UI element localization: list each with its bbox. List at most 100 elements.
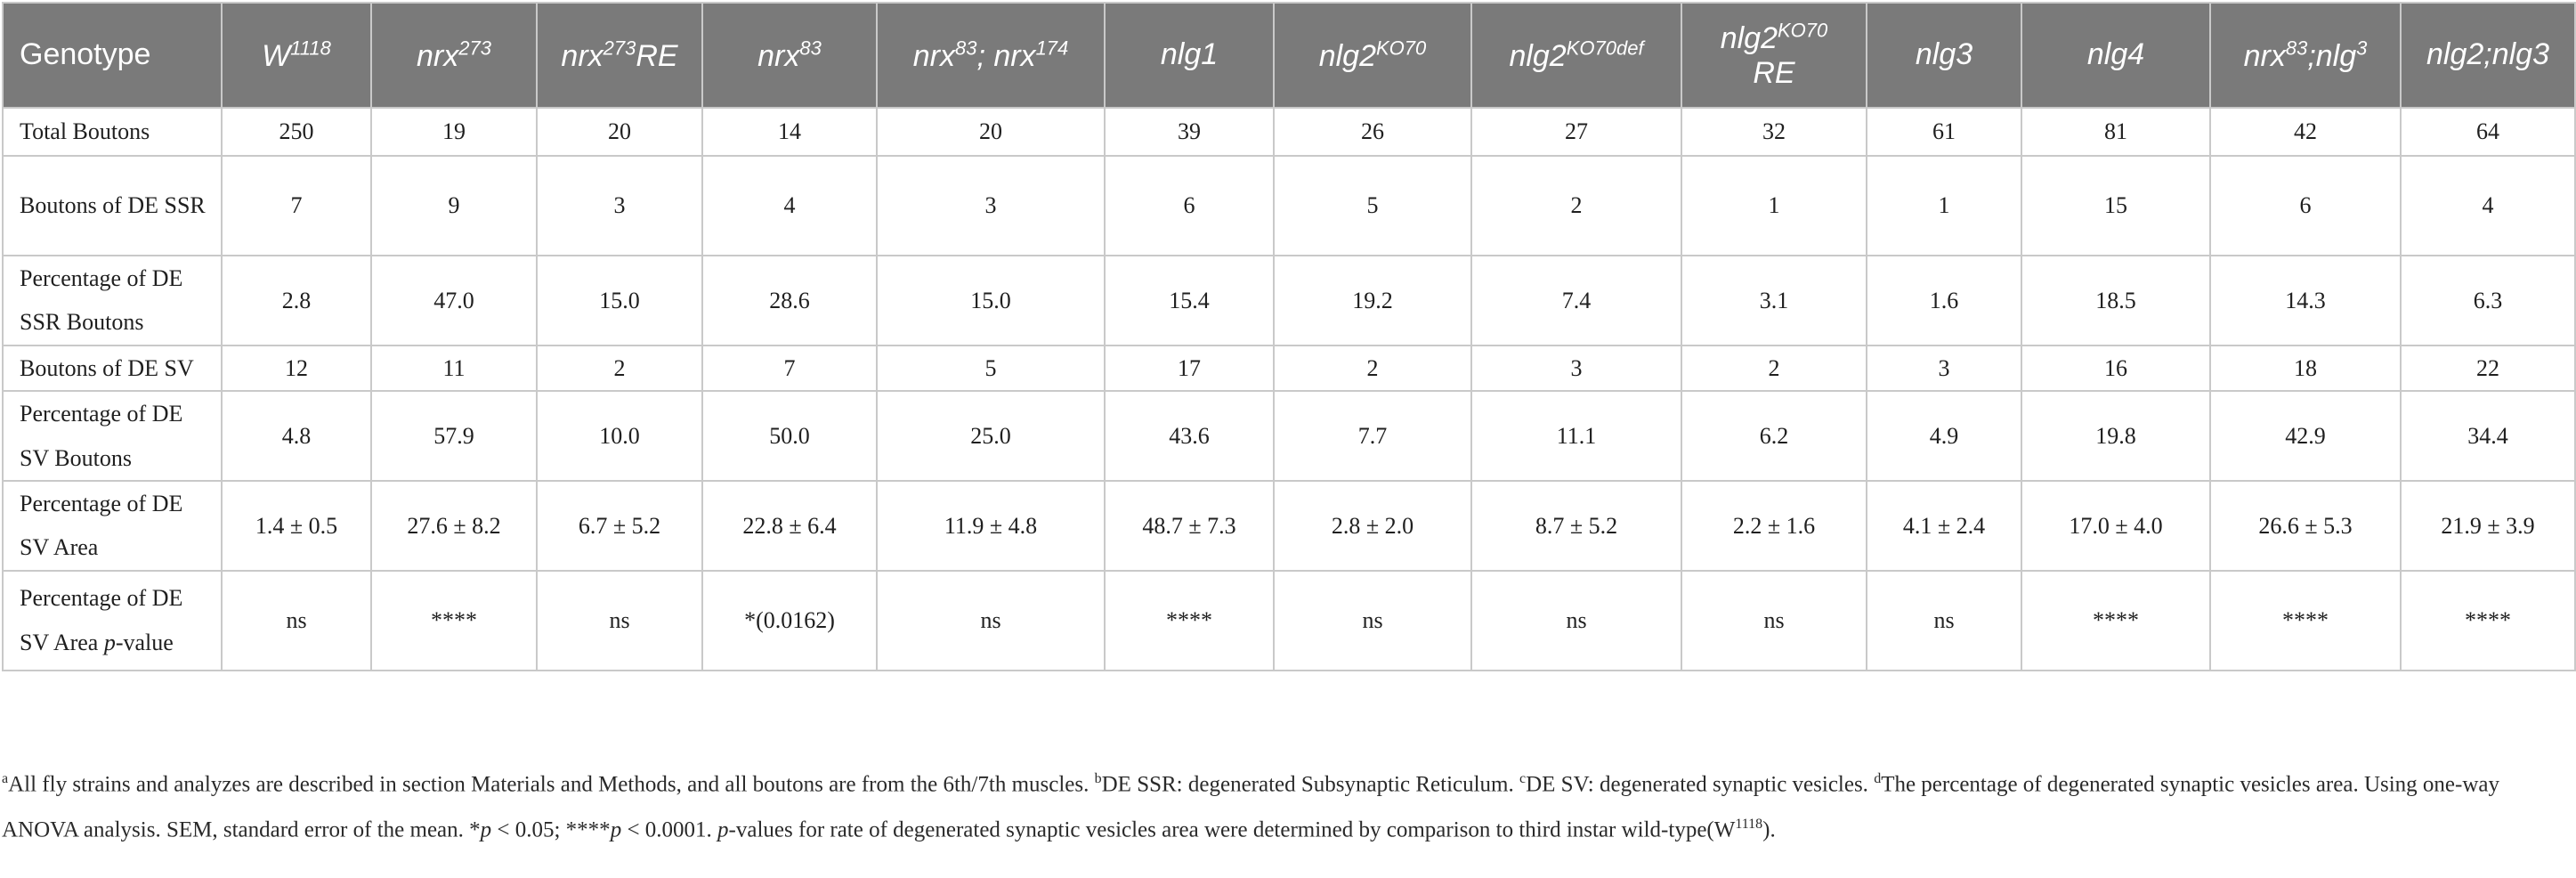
table-cell: ns [221, 569, 372, 671]
table-cell: 15.0 [536, 255, 703, 346]
table-cell: 2 [536, 344, 703, 393]
genotype-base: nrx [417, 38, 459, 73]
table-cell: 9 [370, 155, 538, 256]
header-genotype-column: nlg3 [1866, 2, 2022, 109]
table-cell: 6.3 [2400, 255, 2576, 346]
row-label: Percentage of DE SV Area p-value [2, 569, 223, 671]
genotype-base: nlg2;nlg3 [2426, 37, 2549, 72]
header-genotype-column: nlg1 [1104, 2, 1275, 109]
header-genotype-column: nrx83;nlg3 [2209, 2, 2402, 109]
table-row: Percentage of DE SSR Boutons 2.8 47.0 15.0 2… [2, 255, 2576, 346]
genotype-allele-superscript: 83 [954, 37, 977, 60]
genotype-allele-superscript: 1118 [290, 37, 331, 60]
genotype-name: nrx273RE [561, 37, 677, 72]
table-cell: ns [1681, 569, 1867, 671]
table-cell: 4.8 [221, 390, 372, 482]
genotype-name: nlg4 [2087, 37, 2144, 71]
table-cell: 8.7 ± 5.2 [1470, 479, 1682, 572]
table-cell: 2.8 ± 2.0 [1273, 479, 1472, 572]
genotype-name: nrx83;nlg3 [2243, 37, 2368, 73]
table-body: Total Boutons 250 19 20 14 20 39 26 27 32 61 81 42 64… [2, 107, 2576, 671]
table-cell: 6 [1104, 155, 1275, 256]
table-cell: 3.1 [1681, 255, 1867, 346]
footnote-mark-d: d [1874, 771, 1882, 786]
table-cell: 64 [2400, 107, 2576, 157]
header-genotype-column: nrx83 [701, 2, 878, 109]
table-row: Boutons of DE SSR 7 9 3 4 3 6 5 2 1 1 15 6 4 [2, 155, 2576, 256]
footnote-p-symbol: p [480, 817, 492, 842]
table-cell: 15.0 [876, 255, 1106, 346]
footnote-w-superscript: 1118 [1735, 817, 1763, 833]
genotype-allele-superscript: 273 [603, 37, 636, 60]
header-genotype-column: nlg2KO70 RE [1681, 2, 1867, 109]
table-cell: 81 [2021, 107, 2211, 157]
table-cell: 12 [221, 344, 372, 393]
table-cell: ns [1866, 569, 2022, 671]
genotype-name: nlg2KO70 RE [1721, 20, 1828, 91]
table-cell: 50.0 [701, 390, 878, 482]
table-cell: 17 [1104, 344, 1275, 393]
table-row: Total Boutons 250 19 20 14 20 39 26 27 32 61 81 42 64 [2, 107, 2576, 157]
table-cell: 5 [1273, 155, 1472, 256]
genotype-allele-superscript: 83 [2285, 37, 2308, 60]
table-cell: 1 [1681, 155, 1867, 256]
row-label-text: Percentage of DE SV Area [20, 490, 183, 561]
footnote-a-text: All fly strains and analyzes are describ… [8, 772, 1095, 797]
table-cell: 3 [876, 155, 1106, 256]
table-cell: 18.5 [2021, 255, 2211, 346]
genotype-allele-superscript: 174 [1035, 37, 1069, 60]
row-label-italic: p [103, 629, 116, 655]
table-cell: 7.4 [1470, 255, 1682, 346]
genotype-base: nlg3 [1915, 37, 1973, 72]
table-cell: 42.9 [2209, 390, 2402, 482]
table-cell: 4 [701, 155, 878, 256]
row-label-text: Percentage of DE SV Area [20, 585, 183, 655]
header-genotype-column: nrx83; nrx174 [876, 2, 1106, 109]
row-label-text: Percentage of DE SSR Boutons [20, 265, 183, 336]
row-label: Boutons of DE SV [2, 344, 223, 393]
table-cell: 10.0 [536, 390, 703, 482]
table-cell: 43.6 [1104, 390, 1275, 482]
footnote-d-text: The percentage of degenerated synaptic v… [2, 772, 2499, 842]
table-cell: 11 [370, 344, 538, 393]
footnote-mark-c: c [1519, 771, 1527, 786]
genotype-base: W [262, 38, 291, 73]
header-genotype: Genotype [2, 2, 223, 109]
footnote-mark-b: b [1094, 771, 1102, 786]
table-cell: 14.3 [2209, 255, 2402, 346]
row-label: Total Boutons [2, 107, 223, 157]
table-cell: 26 [1273, 107, 1472, 157]
header-genotype-column: nrx273 [370, 2, 538, 109]
footnote-text-3: -values for rate of degenerated synaptic… [728, 817, 1736, 842]
genotype-allele-superscript: 3 [2356, 37, 2368, 60]
table-cell: 61 [1866, 107, 2022, 157]
genotype-suffix: ;nlg [2307, 38, 2357, 73]
table-header-row: Genotype W1118 nrx273 nrx273RE nrx83 nrx83; … [2, 2, 2576, 109]
table-cell: 2 [1681, 344, 1867, 393]
genotype-allele-superscript: KO70 [1376, 37, 1427, 60]
table-cell: 19.8 [2021, 390, 2211, 482]
table-cell: *(0.0162) [701, 569, 878, 671]
genotype-base: nrx [2243, 38, 2286, 73]
header-genotype-column: nrx273RE [536, 2, 703, 109]
table-cell: 39 [1104, 107, 1275, 157]
table-cell: 3 [1470, 344, 1682, 393]
table-cell: 14 [701, 107, 878, 157]
table-footnote: aAll fly strains and analyzes are descri… [2, 759, 2565, 850]
genotype-base: nrx [757, 38, 800, 73]
genotype-suffix: RE [1753, 56, 1795, 91]
table-cell: 1 [1866, 155, 2022, 256]
table-cell: **** [2400, 569, 2576, 671]
header-genotype-column: nlg2KO70 [1273, 2, 1472, 109]
table-cell: 6 [2209, 155, 2402, 256]
table-cell: 5 [876, 344, 1106, 393]
genotype-allele-superscript: 83 [799, 37, 822, 60]
table-cell: 21.9 ± 3.9 [2400, 479, 2576, 572]
table-cell: 15 [2021, 155, 2211, 256]
table-cell: 22.8 ± 6.4 [701, 479, 878, 572]
row-label-text: Boutons of DE SSR [20, 192, 206, 219]
table-cell: 19.2 [1273, 255, 1472, 346]
header-genotype-column: nlg2;nlg3 [2400, 2, 2576, 109]
table-cell: 25.0 [876, 390, 1106, 482]
table-cell: 1.4 ± 0.5 [221, 479, 372, 572]
